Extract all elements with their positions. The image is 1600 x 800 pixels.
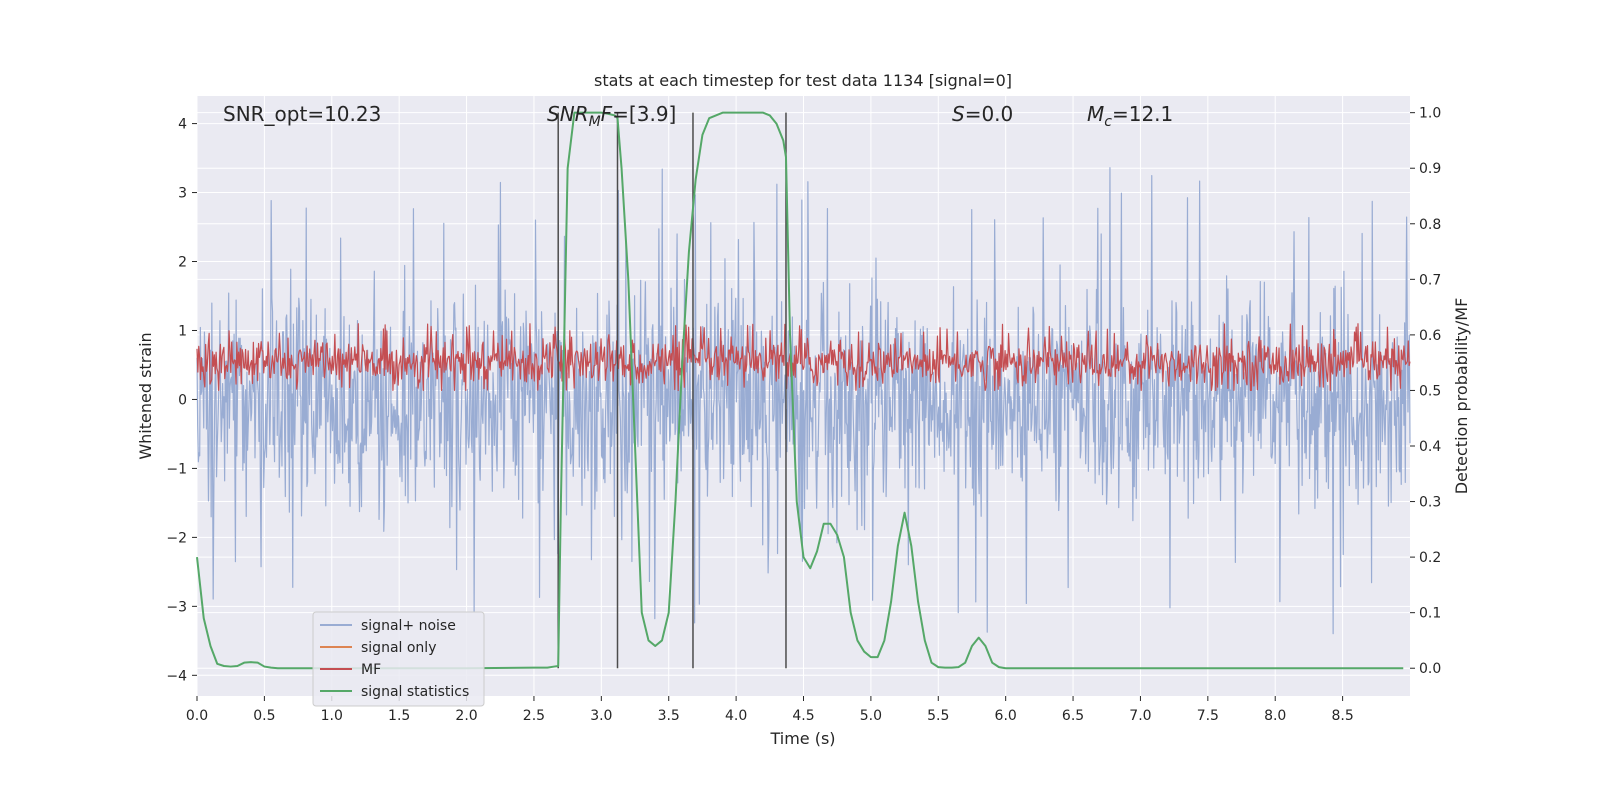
annotation-s: S=0.0 — [952, 102, 1013, 126]
y-axis-label-right: Detection probability/MF — [1452, 298, 1471, 495]
y-left-axis-ticks: 4 3 2 1 0 −1 −2 −3 −4 — [166, 117, 197, 684]
x-axis-ticks: 0.0 0.5 1.0 1.5 2.0 2.5 3.0 3.5 4.0 4.5 5.0 5.5 6.0 6… — [186, 696, 1354, 724]
x-tick-label-1: 0.5 — [253, 708, 275, 724]
y-left-tick-label-6: −2 — [166, 530, 187, 546]
mf-line — [196, 323, 1411, 392]
annotation-mc: Mc=12.1 — [1087, 102, 1173, 130]
x-tick-label-15: 7.5 — [1197, 708, 1219, 724]
x-tick-label-14: 7.0 — [1129, 708, 1151, 724]
x-tick-label-12: 6.0 — [995, 708, 1017, 724]
legend-label-mf: MF — [361, 662, 381, 678]
x-tick-label-10: 5.0 — [860, 708, 882, 724]
y-right-tick-label-0: 1.0 — [1419, 106, 1441, 122]
x-tick-label-16: 8.0 — [1264, 708, 1286, 724]
y-right-tick-label-5: 0.5 — [1419, 383, 1441, 399]
y-left-tick-label-1: 3 — [178, 186, 187, 202]
x-axis-label: Time (s) — [769, 729, 835, 748]
y-left-tick-label-5: −1 — [166, 461, 187, 477]
x-tick-label-5: 2.5 — [523, 708, 545, 724]
signal-noise-line — [196, 167, 1411, 635]
x-tick-label-8: 4.0 — [725, 708, 747, 724]
y-right-tick-label-2: 0.8 — [1419, 217, 1441, 233]
y-right-tick-label-9: 0.1 — [1419, 606, 1441, 622]
y-right-tick-label-7: 0.3 — [1419, 495, 1441, 511]
y-left-tick-label-3: 1 — [178, 323, 187, 339]
y-left-tick-label-2: 2 — [178, 255, 187, 271]
y-left-tick-label-7: −3 — [166, 599, 187, 615]
chart-title: stats at each timestep for test data 113… — [594, 71, 1012, 90]
x-tick-label-13: 6.5 — [1062, 708, 1084, 724]
legend-label-statistics: signal statistics — [361, 684, 469, 700]
y-axis-label-left: Whitened strain — [136, 332, 155, 459]
y-right-tick-label-10: 0.0 — [1419, 661, 1441, 677]
x-tick-label-3: 1.5 — [388, 708, 410, 724]
legend: signal+ noise signal only MF signal stat… — [312, 611, 485, 707]
x-tick-label-4: 2.0 — [455, 708, 477, 724]
y-left-tick-label-4: 0 — [178, 392, 187, 408]
y-right-tick-label-3: 0.7 — [1419, 272, 1441, 288]
y-right-tick-label-4: 0.6 — [1419, 328, 1441, 344]
series-mf — [196, 323, 1411, 392]
x-tick-label-9: 4.5 — [792, 708, 814, 724]
y-right-tick-label-8: 0.2 — [1419, 550, 1441, 566]
x-tick-label-7: 3.5 — [658, 708, 680, 724]
y-right-tick-label-6: 0.4 — [1419, 439, 1441, 455]
annotation-snr-opt: SNR_opt=10.23 — [223, 102, 381, 126]
y-right-tick-label-1: 0.9 — [1419, 161, 1441, 177]
y-left-tick-label-8: −4 — [166, 668, 187, 684]
legend-label-noise: signal+ noise — [361, 618, 456, 634]
y-left-tick-label-0: 4 — [178, 117, 187, 133]
x-tick-label-11: 5.5 — [927, 708, 949, 724]
annotation-snr-mf: SNRMF=[3.9] — [547, 102, 676, 130]
y-right-axis-ticks: 1.0 0.9 0.8 0.7 0.6 0.5 0.4 0.3 0.2 0.1 0.0 — [1410, 106, 1441, 677]
series-signal-noise — [196, 167, 1411, 635]
x-tick-label-2: 1.0 — [321, 708, 343, 724]
x-tick-label-0: 0.0 — [186, 708, 208, 724]
x-tick-label-17: 8.5 — [1331, 708, 1353, 724]
legend-box — [312, 611, 485, 707]
legend-label-signal-only: signal only — [361, 640, 436, 656]
x-tick-label-6: 3.0 — [590, 708, 612, 724]
